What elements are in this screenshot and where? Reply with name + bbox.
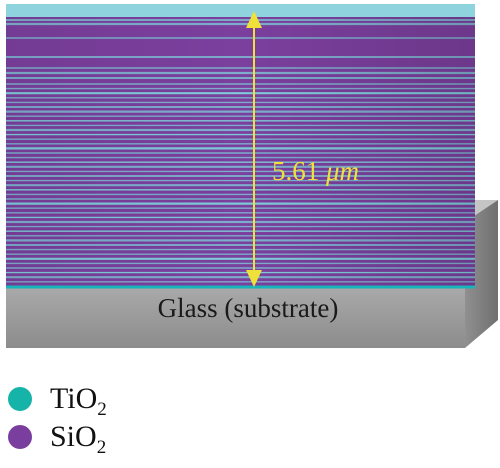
- tio2-legend-label: TiO2: [50, 382, 107, 420]
- thickness-label: 5.61 μm: [272, 156, 359, 186]
- stack-top-face: [6, 4, 475, 17]
- stack-shading: [6, 17, 475, 287]
- legend-item-tio2: TiO2: [4, 379, 204, 420]
- arrow-head-top: [246, 11, 262, 28]
- tio2-legend-dot: [8, 387, 32, 411]
- thickness-unit: μm: [325, 156, 359, 186]
- sio2-legend-label: SiO2: [50, 420, 107, 458]
- thickness-value: 5.61: [272, 156, 319, 186]
- substrate-label: Glass (substrate): [158, 293, 339, 323]
- arrow-head-bottom: [246, 270, 262, 287]
- layer-stack: [6, 4, 475, 289]
- sio2-legend-dot: [8, 425, 32, 449]
- thickness-arrow: [246, 11, 262, 287]
- legend-item-sio2: SiO2: [4, 417, 204, 458]
